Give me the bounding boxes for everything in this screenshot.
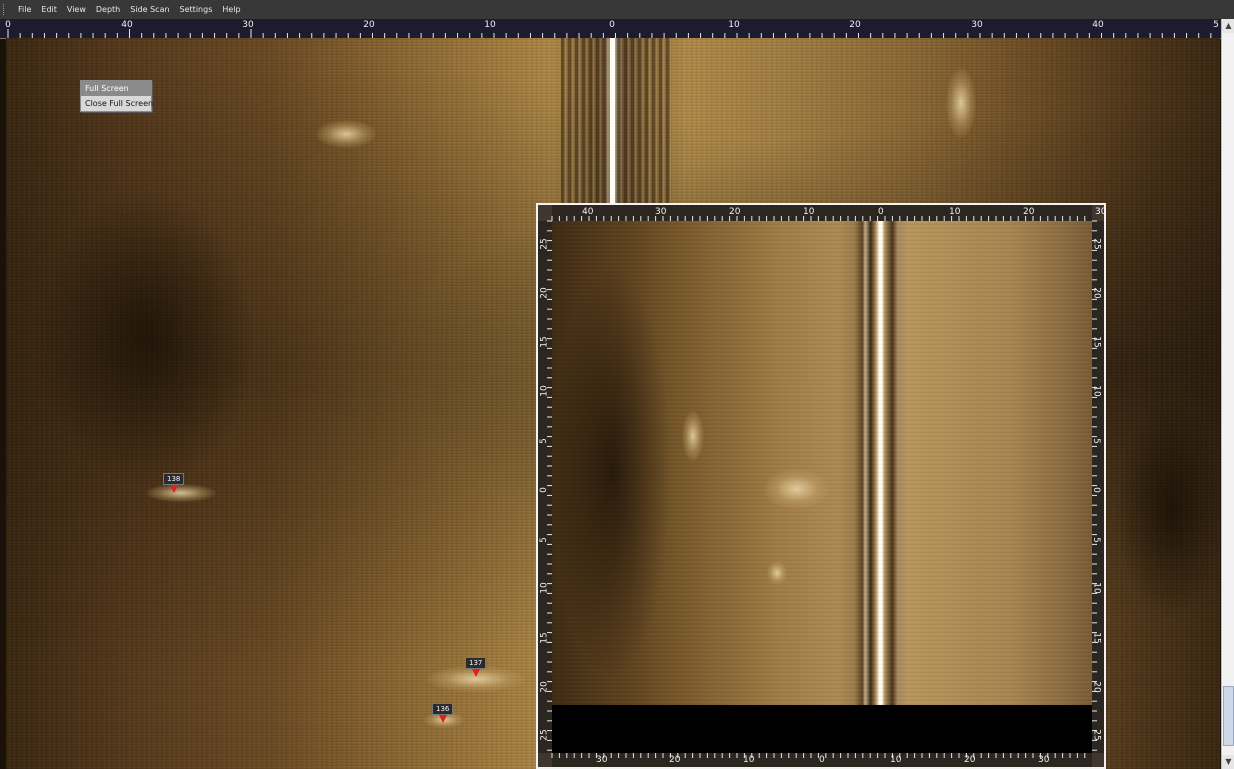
- range-ruler-top: 0 40 30 20 10 0 10 20 30 40 5: [0, 19, 1221, 39]
- ruler-label: 5: [1213, 20, 1219, 30]
- zoom-ruler-label: 15: [1091, 632, 1102, 644]
- menu-side-scan[interactable]: Side Scan: [130, 5, 170, 14]
- waypoint-label: 138: [163, 473, 185, 485]
- zoom-ruler-label: 20: [539, 681, 550, 693]
- zoom-ruler-label: 0: [878, 207, 884, 217]
- menu-file[interactable]: File: [18, 5, 32, 14]
- menu-edit[interactable]: Edit: [41, 5, 57, 14]
- zoom-ruler-label: 15: [1091, 336, 1102, 348]
- menu-settings[interactable]: Settings: [179, 5, 213, 14]
- zoom-ruler-bottom: [538, 753, 1104, 767]
- menu-depth[interactable]: Depth: [95, 5, 121, 14]
- vertical-scrollbar[interactable]: ▲ ▼: [1221, 19, 1234, 769]
- menu-item-close-full-screen[interactable]: Close Full Screen: [85, 99, 154, 108]
- ruler-label: 0: [609, 20, 615, 30]
- menu-bar: File Edit View Depth Side Scan Settings …: [0, 0, 1234, 19]
- menu-view[interactable]: View: [66, 5, 86, 14]
- zoom-ruler-right: [1092, 205, 1104, 767]
- zoom-ruler-label: 10: [539, 385, 550, 397]
- zoom-ruler-label: 20: [669, 755, 681, 765]
- zoom-ruler-label: 10: [949, 207, 961, 217]
- waypoint-marker[interactable]: 138: [163, 473, 185, 493]
- grip-icon: [3, 4, 10, 15]
- zoom-ruler-label: 0: [1090, 487, 1101, 493]
- zoom-ruler-label: 5: [1090, 438, 1101, 444]
- ruler-label: 0: [5, 20, 11, 30]
- chevron-up-icon[interactable]: ▲: [1222, 19, 1234, 33]
- zoom-ruler-label: 5: [1090, 537, 1101, 543]
- zoom-window[interactable]: 40 30 20 10 0 10 20 30 30 20 10 0 10 20 …: [536, 203, 1106, 769]
- ruler-label: 10: [484, 20, 496, 30]
- zoom-ruler-label: 10: [890, 755, 902, 765]
- zoom-ruler-label: 20: [1091, 287, 1102, 299]
- ruler-label: 10: [728, 20, 740, 30]
- ruler-label: 40: [121, 20, 133, 30]
- zoom-ruler-label: 15: [539, 336, 550, 348]
- pin-icon: [438, 715, 447, 723]
- seabed-target: [316, 120, 376, 148]
- pin-icon: [471, 669, 480, 677]
- zoom-dark-area: [552, 261, 672, 681]
- ruler-label: 20: [363, 20, 375, 30]
- context-menu: Full Screen Close Full Screen: [80, 80, 154, 112]
- zoom-ruler-label: 30: [655, 207, 667, 217]
- waypoint-marker[interactable]: 137: [465, 657, 487, 677]
- zoom-ruler-label: 30: [1095, 207, 1106, 217]
- zoom-ruler-label: 25: [1091, 238, 1102, 250]
- menu-item-full-screen[interactable]: Full Screen: [81, 81, 151, 96]
- zoom-ruler-label: 5: [538, 537, 549, 543]
- zoom-target: [767, 561, 787, 585]
- zoom-ruler-label: 25: [539, 238, 550, 250]
- ruler-label: 30: [242, 20, 254, 30]
- zoom-ruler-label: 10: [1091, 385, 1102, 397]
- zoom-sonar-image: [552, 221, 1092, 705]
- pin-icon: [169, 485, 178, 493]
- zoom-ruler-label: 10: [743, 755, 755, 765]
- zoom-ruler-label: 20: [729, 207, 741, 217]
- seabed-target: [946, 68, 976, 138]
- zoom-ruler-ticks: [547, 216, 1097, 758]
- zoom-ruler-label: 15: [539, 632, 550, 644]
- ruler-ticks: [7, 29, 1212, 38]
- dark-seabed-area: [1116, 398, 1226, 618]
- chevron-down-icon[interactable]: ▼: [1222, 755, 1234, 769]
- zoom-ruler-label: 30: [1038, 755, 1050, 765]
- zoom-ruler-label: 40: [582, 207, 594, 217]
- zoom-target: [764, 469, 829, 509]
- seabed-target: [146, 484, 216, 502]
- zoom-ruler-label: 5: [538, 438, 549, 444]
- zoom-ruler-top: [538, 205, 1104, 221]
- zoom-target: [682, 411, 704, 461]
- zoom-ruler-label: 10: [539, 582, 550, 594]
- zoom-ruler-label: 25: [1091, 729, 1102, 741]
- zoom-ruler-label: 20: [539, 287, 550, 299]
- menu-help[interactable]: Help: [222, 5, 241, 14]
- waypoint-marker[interactable]: 136: [432, 703, 454, 723]
- zoom-ruler-label: 20: [1023, 207, 1035, 217]
- ruler-label: 40: [1092, 20, 1104, 30]
- waypoint-label: 137: [465, 657, 487, 669]
- zoom-ruler-label: 25: [539, 729, 550, 741]
- ruler-label: 30: [971, 20, 983, 30]
- waypoint-label: 136: [432, 703, 454, 715]
- zoom-ruler-label: 0: [538, 487, 549, 493]
- zoom-ruler-label: 20: [1091, 681, 1102, 693]
- ruler-label: 20: [849, 20, 861, 30]
- zoom-ruler-label: 30: [596, 755, 608, 765]
- dark-seabed-area: [36, 188, 256, 488]
- zoom-ruler-label: 0: [819, 755, 825, 765]
- zoom-ruler-left: [538, 205, 552, 767]
- zoom-ruler-label: 20: [964, 755, 976, 765]
- zoom-ruler-label: 10: [803, 207, 815, 217]
- scrollbar-thumb[interactable]: [1223, 686, 1234, 746]
- zoom-ruler-label: 10: [1091, 582, 1102, 594]
